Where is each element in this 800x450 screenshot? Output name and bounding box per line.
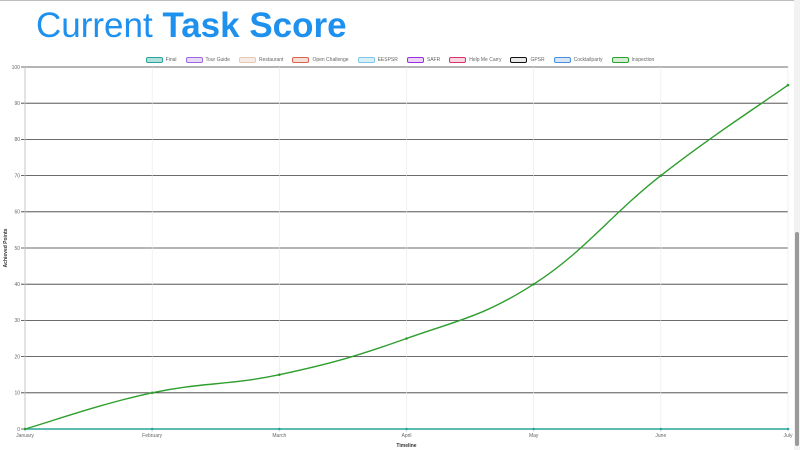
y-tick-label: 80: [14, 137, 20, 143]
title-prefix: Current: [36, 6, 163, 45]
x-tick-label: February: [142, 433, 163, 439]
legend-label: GPSR: [530, 57, 545, 63]
legend-swatch: [553, 57, 571, 63]
y-tick-label: 0: [17, 427, 20, 433]
legend-swatch: [357, 57, 375, 63]
data-point: [150, 427, 154, 431]
data-point: [786, 83, 790, 87]
x-tick-label: April: [401, 433, 411, 439]
y-axis-label: Achieved Points: [3, 228, 9, 267]
legend-label: EESPSR: [377, 57, 398, 63]
legend-swatch: [449, 57, 467, 63]
legend-label: Tour Guide: [205, 57, 230, 63]
legend-swatch: [510, 57, 528, 63]
legend-label: Final: [165, 57, 177, 63]
y-tick-label: 10: [14, 391, 20, 397]
legend-swatch: [611, 57, 629, 63]
y-tick-label: 40: [14, 282, 20, 288]
legend-item[interactable]: Restaurant: [238, 57, 284, 63]
scrollbar-track[interactable]: [794, 0, 800, 450]
y-tick-label: 100: [12, 65, 21, 71]
scrollbar-thumb[interactable]: [795, 232, 799, 446]
legend-swatch: [145, 57, 163, 63]
chart-legend: Final Tour Guide Restaurant Open Challenge E…: [0, 53, 800, 67]
x-axis-label: Timeline: [396, 443, 416, 449]
x-tick-label: March: [272, 433, 286, 439]
page-title: Current Task Score: [36, 4, 347, 48]
y-tick-label: 60: [14, 210, 20, 216]
data-point: [405, 337, 408, 340]
legend-label: Inspection: [631, 57, 655, 63]
legend-swatch: [238, 57, 256, 63]
title-bold: Task Score: [162, 6, 347, 45]
legend-item[interactable]: SAFR: [406, 57, 441, 63]
data-point: [150, 391, 154, 395]
data-point: [532, 282, 535, 286]
data-point: [659, 427, 663, 431]
legend-item[interactable]: Final: [145, 57, 177, 63]
legend-swatch: [406, 57, 424, 63]
data-point: [659, 174, 663, 177]
top-rule: [0, 0, 800, 1]
legend-item[interactable]: Inspection: [611, 57, 655, 63]
legend-item[interactable]: Help Me Carry: [449, 57, 501, 63]
x-tick-label: June: [655, 433, 666, 439]
legend-label: Open Challenge: [312, 57, 349, 63]
legend-item[interactable]: Open Challenge: [292, 57, 349, 63]
y-tick-label: 90: [14, 101, 20, 107]
legend-item[interactable]: GPSR: [510, 57, 545, 63]
legend-label: Help Me Carry: [469, 57, 502, 63]
y-tick-label: 20: [14, 354, 20, 360]
legend-swatch: [292, 57, 310, 63]
legend-label: Cocktailparty: [573, 57, 603, 63]
data-point: [23, 427, 27, 431]
legend-label: Restaurant: [258, 57, 284, 63]
legend-item[interactable]: Tour Guide: [185, 57, 230, 63]
y-tick-label: 30: [14, 318, 20, 324]
x-tick-label: July: [784, 433, 793, 439]
legend-item[interactable]: EESPSR: [357, 57, 398, 63]
legend-label: SAFR: [426, 57, 441, 63]
x-tick-label: January: [16, 433, 34, 439]
legend-swatch: [185, 57, 203, 63]
data-point: [786, 427, 790, 431]
x-tick-label: May: [529, 433, 539, 439]
data-point: [278, 427, 281, 431]
y-tick-label: 70: [14, 173, 20, 179]
y-tick-label: 50: [14, 246, 20, 252]
data-point: [532, 427, 535, 431]
legend-item[interactable]: Cocktailparty: [553, 57, 603, 63]
data-point: [278, 373, 281, 377]
data-point: [405, 427, 408, 431]
